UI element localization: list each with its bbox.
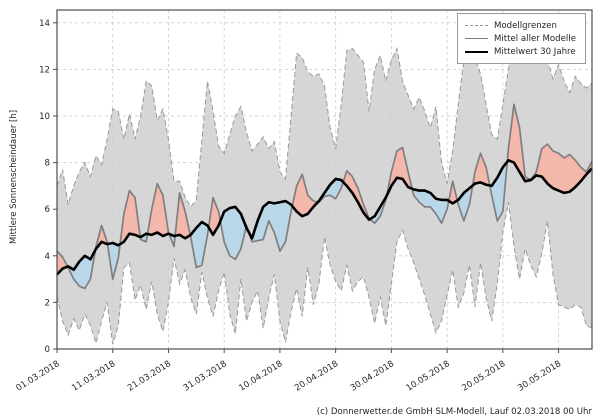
above-normal-fill bbox=[472, 153, 490, 186]
above-normal-fill bbox=[386, 147, 413, 196]
below-normal-fill bbox=[107, 242, 121, 280]
above-normal-fill bbox=[343, 170, 370, 220]
legend-label: Modellgrenzen bbox=[493, 20, 557, 31]
upper-bound-line bbox=[56, 31, 593, 208]
copyright-note: (c) Donnerwetter.de GmbH SLM-Modell, Lau… bbox=[316, 407, 592, 417]
gray-line-icon bbox=[464, 38, 488, 39]
y-axis-title: Mittlere Sonnenscheindauer [h] bbox=[9, 109, 19, 245]
y-tick-label: 8 bbox=[45, 159, 50, 169]
legend-item-modellgrenzen: Modellgrenzen bbox=[464, 19, 576, 32]
above-normal-fill bbox=[147, 183, 170, 236]
legend-label: Mittel aller Modelle bbox=[493, 33, 576, 44]
y-tick-label: 0 bbox=[45, 345, 50, 355]
y-tick-label: 14 bbox=[39, 19, 50, 29]
y-tick-label: 2 bbox=[45, 298, 50, 308]
y-tick-label: 4 bbox=[45, 252, 50, 262]
mean-30y-line bbox=[56, 158, 593, 276]
legend-item-mittelwert-30-jahre: Mittelwert 30 Jahre bbox=[464, 45, 576, 58]
x-tick-label: 11.03.2018 bbox=[70, 359, 117, 394]
above-normal-fill bbox=[292, 174, 318, 217]
x-tick-label: 10.04.2018 bbox=[237, 359, 284, 394]
legend: Modellgrenzen Mittel aller Modelle Mitte… bbox=[456, 13, 586, 64]
lower-bound-line bbox=[56, 202, 593, 346]
x-tick-label: 20.05.2018 bbox=[460, 359, 507, 394]
y-tick-label: 12 bbox=[39, 65, 50, 75]
x-tick-label: 20.04.2018 bbox=[293, 359, 340, 394]
below-normal-fill bbox=[412, 188, 449, 224]
x-tick-label: 30.04.2018 bbox=[349, 359, 396, 394]
model-bounds-band bbox=[57, 32, 592, 345]
x-tick-label: 31.03.2018 bbox=[182, 359, 229, 394]
above-normal-fill bbox=[507, 104, 592, 193]
x-tick-label: 10.05.2018 bbox=[405, 359, 452, 394]
dashed-line-icon bbox=[464, 25, 488, 26]
above-normal-fill bbox=[57, 251, 68, 275]
legend-label: Mittelwert 30 Jahre bbox=[493, 46, 576, 57]
legend-item-mittel-aller-modelle: Mittel aller Modelle bbox=[464, 32, 576, 45]
black-line-icon bbox=[464, 50, 488, 53]
x-tick-label: 30.05.2018 bbox=[516, 359, 563, 394]
plot-border bbox=[56, 9, 593, 350]
y-tick-label: 6 bbox=[45, 205, 50, 215]
x-tick-label: 01.03.2018 bbox=[15, 359, 62, 394]
above-normal-fill bbox=[448, 181, 458, 204]
y-tick-label: 10 bbox=[39, 112, 50, 122]
model-mean-line bbox=[56, 103, 593, 290]
x-tick-label: 21.03.2018 bbox=[126, 359, 173, 394]
below-normal-fill bbox=[248, 201, 293, 252]
